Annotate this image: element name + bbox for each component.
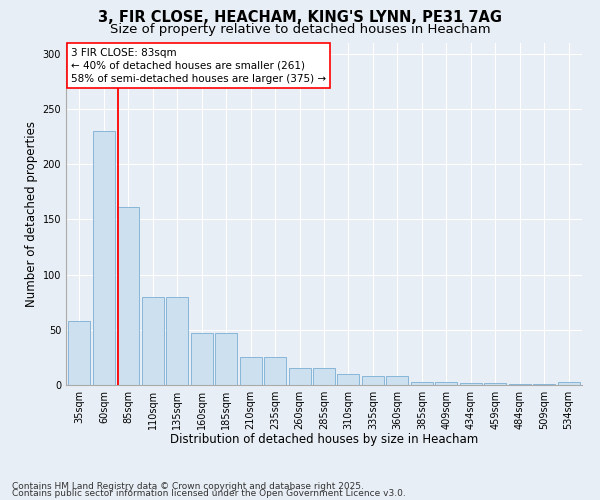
Bar xyxy=(118,207,139,385)
Bar xyxy=(68,321,91,385)
Bar xyxy=(435,382,457,385)
Bar xyxy=(411,382,433,385)
Bar xyxy=(484,383,506,385)
Bar xyxy=(142,296,164,385)
Text: Contains HM Land Registry data © Crown copyright and database right 2025.: Contains HM Land Registry data © Crown c… xyxy=(12,482,364,491)
Bar xyxy=(239,358,262,385)
Bar xyxy=(533,384,555,385)
Bar xyxy=(337,374,359,385)
Bar xyxy=(362,376,384,385)
Bar xyxy=(215,333,237,385)
Text: Size of property relative to detached houses in Heacham: Size of property relative to detached ho… xyxy=(110,22,490,36)
Text: Contains public sector information licensed under the Open Government Licence v3: Contains public sector information licen… xyxy=(12,490,406,498)
Bar xyxy=(264,358,286,385)
Y-axis label: Number of detached properties: Number of detached properties xyxy=(25,120,38,306)
Text: 3, FIR CLOSE, HEACHAM, KING'S LYNN, PE31 7AG: 3, FIR CLOSE, HEACHAM, KING'S LYNN, PE31… xyxy=(98,10,502,25)
Bar xyxy=(557,382,580,385)
Bar xyxy=(289,368,311,385)
Bar xyxy=(166,296,188,385)
X-axis label: Distribution of detached houses by size in Heacham: Distribution of detached houses by size … xyxy=(170,434,478,446)
Bar xyxy=(93,131,115,385)
Bar xyxy=(313,368,335,385)
Bar xyxy=(191,333,213,385)
Bar xyxy=(386,376,409,385)
Text: 3 FIR CLOSE: 83sqm
← 40% of detached houses are smaller (261)
58% of semi-detach: 3 FIR CLOSE: 83sqm ← 40% of detached hou… xyxy=(71,48,326,84)
Bar xyxy=(509,384,530,385)
Bar xyxy=(460,383,482,385)
